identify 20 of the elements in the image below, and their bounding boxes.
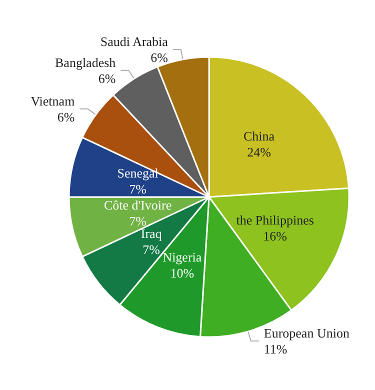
data-label: 7% <box>142 242 160 258</box>
data-label: 7% <box>129 182 147 197</box>
data-label: 6% <box>150 50 168 66</box>
slice-label: Saudi Arabia <box>100 34 168 50</box>
data-label: 11% <box>264 342 288 357</box>
data-label: 6% <box>57 109 75 124</box>
slice-label: Iraq <box>140 226 162 242</box>
data-label: 6% <box>98 70 116 86</box>
slice-label: Senegal <box>117 166 159 181</box>
slice-label: Vietnam <box>30 93 75 108</box>
data-label: 16% <box>263 228 288 244</box>
slice-label: China <box>243 128 275 144</box>
slice-label: Bangladesh <box>55 54 116 70</box>
data-label: 24% <box>247 144 272 160</box>
data-label: 7% <box>129 213 147 228</box>
slice-label: Nigeria <box>162 249 202 264</box>
slice-label: European Union <box>264 326 350 341</box>
data-label: 10% <box>170 265 194 280</box>
slice-label: the Philippines <box>236 212 314 228</box>
slice-label: Côte d'Ivoire <box>104 197 172 212</box>
